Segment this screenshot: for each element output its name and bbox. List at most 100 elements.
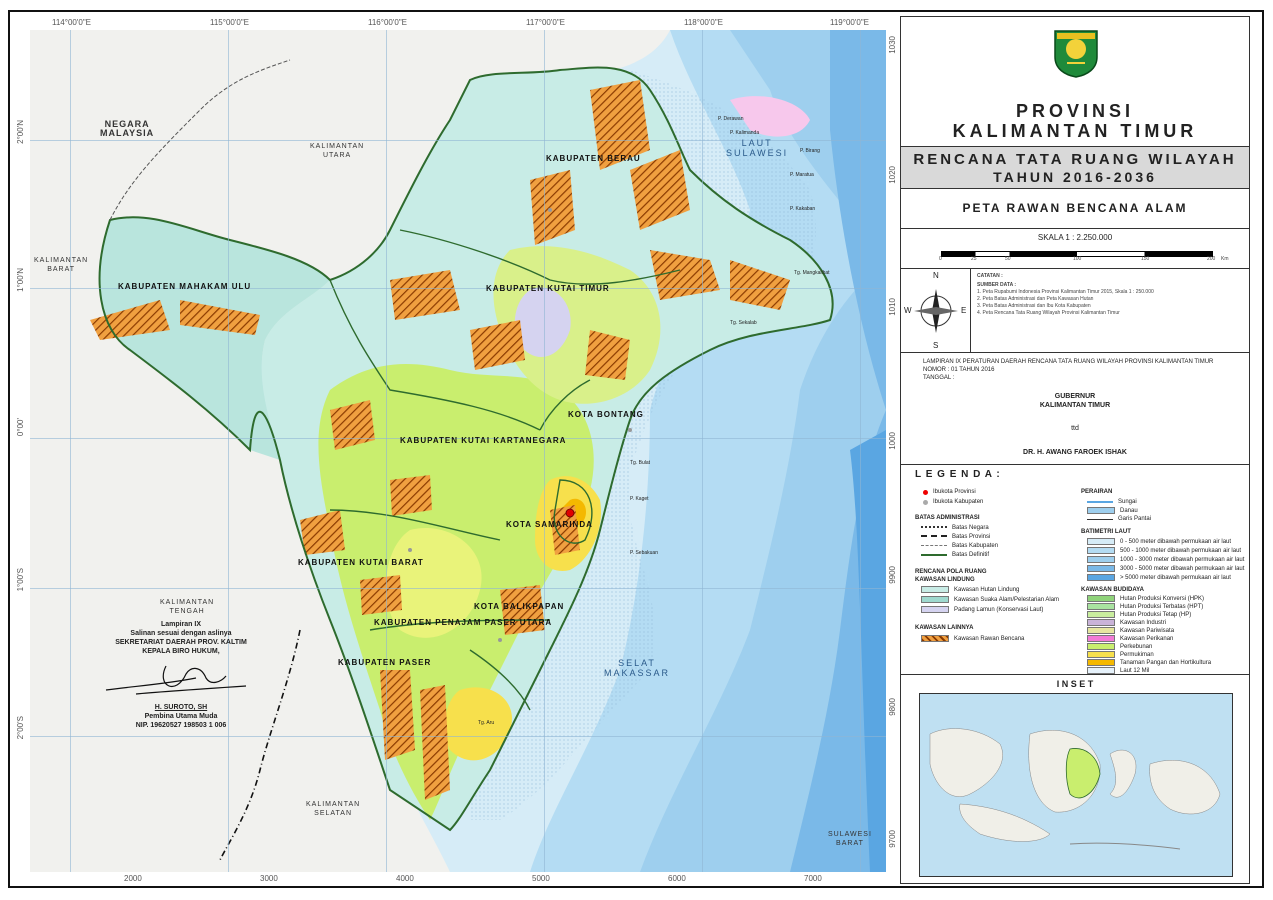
compass-notes-section: N S E W CATATAN : SUMBER DATA : 1. Peta … (901, 269, 1249, 353)
legend-bati-item: 1000 - 3000 meter dibawah permukaan air … (1087, 556, 1244, 563)
label-kota-balikpapan: KOTA BALIKPAPAN (474, 602, 565, 611)
right-y-label: 1020 (888, 166, 897, 184)
legend-bati-item: 500 - 1000 meter dibawah permukaan air l… (1087, 547, 1241, 554)
top-lon-label: 117°00'0"E (526, 18, 566, 27)
legend-budidaya-title: KAWASAN BUDIDAYA (1081, 587, 1144, 593)
ibukota-provinsi-dot[interactable] (565, 508, 575, 518)
lampiran-tanggal: TANGGAL : (923, 375, 955, 381)
label-paser: KABUPATEN PASER (338, 658, 432, 667)
scale-label: SKALA 1 : 2.250.000 (1037, 233, 1113, 242)
left-lat-label: 2°00'S (16, 716, 25, 740)
legend-lindung-item: Kawasan Suaka Alam/Pelestarian Alam (921, 596, 1059, 603)
top-lon-label: 119°00'0"E (830, 18, 870, 27)
legend-batas-item: Batas Negara (921, 525, 989, 531)
ibukota-kabupaten-dot[interactable] (548, 208, 552, 212)
legend-batas-item: Batas Kabupaten (921, 543, 998, 549)
kaltim-emblem-icon (1054, 30, 1098, 78)
place-label: Tg. Mangkalihat (794, 270, 830, 276)
signature-block: Lampiran IX Salinan sesuai dengan asliny… (96, 620, 266, 730)
lampiran-text: LAMPIRAN IX PERATURAN DAERAH RENCANA TAT… (923, 359, 1214, 365)
legend-bati-item: > 5000 meter dibawah permukaan air laut (1087, 574, 1231, 581)
right-y-label: 1010 (888, 298, 897, 316)
legend-perairan-item: Danau (1087, 507, 1138, 514)
rtrw-line1: RENCANA TATA RUANG WILAYAH (913, 151, 1237, 168)
label-kutai-kartanegara: KABUPATEN KUTAI KARTANEGARA (400, 436, 567, 445)
place-label: P. Birang (800, 148, 820, 154)
rtrw-band: RENCANA TATA RUANG WILAYAH TAHUN 2016-20… (901, 147, 1249, 189)
main-map[interactable]: NEGARA MALAYSIA KALIMANTAN UTARA KALIMAN… (30, 30, 886, 872)
legend-lindung-item: Kawasan Hutan Lindung (921, 586, 1019, 593)
inset-map[interactable] (919, 693, 1233, 877)
legend-section: L E G E N D A : Ibukota Provinsi Ibukota… (901, 465, 1249, 675)
info-panel: PROVINSI KALIMANTAN TIMUR RENCANA TATA R… (900, 16, 1250, 884)
legend-bati-item: 0 - 500 meter dibawah permukaan air laut (1087, 538, 1231, 545)
label-malaysia: NEGARA MALAYSIA (100, 119, 155, 138)
bottom-x-label: 4000 (396, 874, 414, 883)
compass-w: W (904, 306, 912, 315)
place-label: P. Maratua (790, 172, 814, 178)
label-mahakam-ulu: KABUPATEN MAHAKAM ULU (118, 282, 252, 291)
legend-budidaya-item: Hutan Produksi Tetap (HP) (1087, 611, 1191, 618)
top-lon-label: 116°00'0"E (368, 18, 408, 27)
sig-nip: NIP. 19620527 198503 1 006 (135, 722, 227, 729)
notes-box: CATATAN : SUMBER DATA : 1. Peta Rupabumi… (977, 273, 1243, 317)
sig-salinan: Salinan sesuai dengan aslinya (130, 630, 232, 637)
lampiran-nomor: NOMOR : 01 TAHUN 2016 (923, 367, 995, 373)
perikanan-zone (730, 96, 810, 137)
lamun-zone (514, 287, 571, 357)
sea-deep (850, 430, 886, 872)
place-label: Tg. Sekalab (730, 320, 757, 326)
scale-section: SKALA 1 : 2.250.000 0 25 50 100 150 200 … (901, 229, 1249, 269)
legend-batas-title: BATAS ADMINISTRASI (915, 515, 980, 521)
inset-map-svg (920, 694, 1232, 876)
province-line1: PROVINSI (1015, 101, 1135, 121)
place-label: P. Kalimanda (730, 130, 760, 136)
border-malaysia (109, 59, 291, 221)
legend-ibukota-kabupaten: Ibukota Kabupaten (923, 499, 983, 505)
gubernur-line2: KALIMANTAN TIMUR (1039, 402, 1111, 409)
label-penajam: KABUPATEN PENAJAM PASER UTARA (374, 618, 553, 627)
legend-batas-item: Batas Definitif (921, 552, 989, 558)
place-label: Tg. Bulat (630, 460, 651, 466)
sumber-item: 2. Peta Batas Administrasi dan Peta Kawa… (977, 296, 1094, 302)
sumber-header: SUMBER DATA : (977, 282, 1017, 288)
label-kutai-timur: KABUPATEN KUTAI TIMUR (486, 284, 610, 293)
map-frame (8, 10, 1264, 888)
border-kalteng (219, 629, 301, 861)
legend-budidaya-item: Laut 12 Mil (1087, 667, 1149, 674)
legend-batas-item: Batas Provinsi (921, 534, 990, 540)
scale-tick: 25 (971, 256, 977, 262)
inset-title: I N S E T (1056, 679, 1094, 689)
place-label: P. Sebakuan (630, 550, 658, 556)
regency-boundaries (329, 229, 681, 711)
scale-tick: 50 (1005, 256, 1011, 262)
province-line2: KALIMANTAN TIMUR (952, 121, 1198, 141)
right-y-label: 9900 (888, 566, 897, 584)
legend-budidaya-item: Permukiman (1087, 651, 1154, 658)
rawan-bencana-areas[interactable] (90, 80, 790, 800)
province-kaltim-west[interactable] (99, 217, 330, 460)
handwritten-signature (105, 665, 247, 695)
sumber-item: 4. Peta Rencana Tata Ruang Wilayah Provi… (977, 310, 1120, 316)
gubernur-line1: GUBERNUR (1054, 393, 1096, 400)
legend-title: L E G E N D A : (915, 469, 1001, 480)
scale-bar (941, 251, 1213, 257)
map-title: PETA RAWAN BENCANA ALAM (962, 201, 1188, 215)
label-sulbar: SULAWESI BARAT (828, 831, 872, 847)
compass-n: N (933, 271, 939, 280)
ibukota-kabupaten-dot[interactable] (628, 428, 632, 432)
notes-header: CATATAN : (977, 273, 1003, 279)
ibukota-kabupaten-dot[interactable] (498, 638, 502, 642)
legend-ibukota-provinsi: Ibukota Provinsi (923, 489, 976, 495)
label-berau: KABUPATEN BERAU (546, 154, 641, 163)
legend-perairan-title: PERAIRAN (1081, 489, 1113, 495)
right-y-label: 1000 (888, 432, 897, 450)
legend-perairan-item: Garis Pantai (1087, 516, 1151, 522)
ibukota-kabupaten-dot[interactable] (408, 548, 412, 552)
label-kutai-barat: KABUPATEN KUTAI BARAT (298, 558, 424, 567)
right-y-label: 9800 (888, 698, 897, 716)
top-lon-label: 118°00'0"E (684, 18, 724, 27)
legend-rawan-bencana: Kawasan Rawan Bencana (921, 635, 1024, 642)
label-kota-samarinda: KOTA SAMARINDA (506, 520, 593, 529)
bottom-x-label: 7000 (804, 874, 822, 883)
